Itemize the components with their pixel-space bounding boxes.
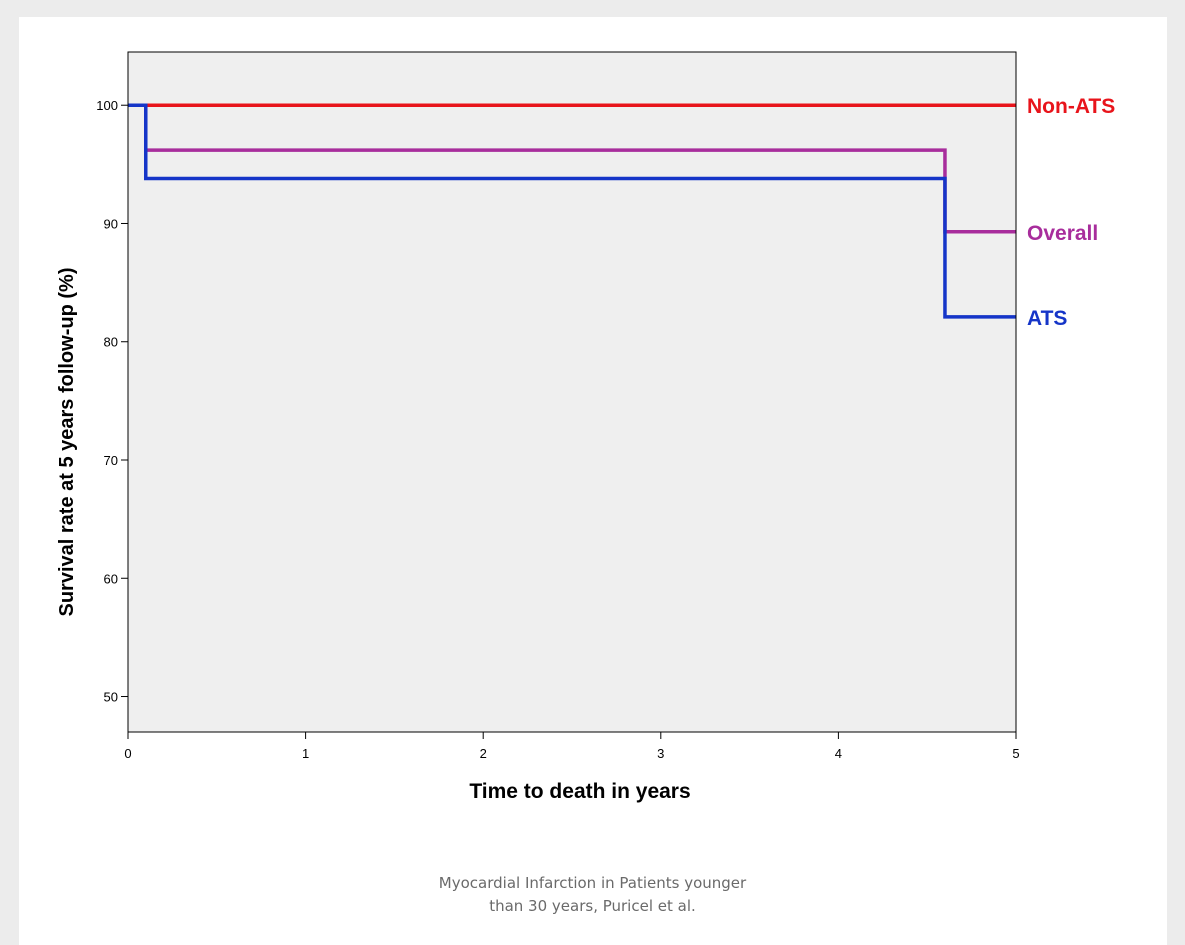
x-axis-title: Time to death in years: [469, 780, 690, 803]
caption-line-2: than 30 years, Puricel et al.: [489, 897, 696, 915]
x-tick-label: 2: [480, 746, 487, 761]
series-label-overall: Overall: [1027, 222, 1098, 245]
series-layer: [128, 103, 1016, 319]
plot-area: [128, 52, 1016, 732]
x-tick-label: 4: [835, 746, 842, 761]
y-tick-label: 100: [96, 98, 118, 113]
y-tick-label: 90: [104, 216, 118, 231]
caption-line-1: Myocardial Infarction in Patients younge…: [438, 874, 747, 892]
y-axis-title: Survival rate at 5 years follow-up (%): [56, 268, 78, 617]
x-tick-label: 5: [1012, 746, 1019, 761]
series-labels: Non-ATS Overall ATS: [1027, 95, 1115, 330]
y-tick-label: 60: [104, 571, 118, 586]
y-tick-label: 80: [104, 335, 118, 350]
figure-caption: Myocardial Infarction in Patients younge…: [0, 872, 1185, 918]
y-axis: 50 60 70 80 90 100: [96, 98, 128, 705]
x-tick-label: 0: [124, 746, 131, 761]
series-line-ats: [128, 103, 1016, 319]
x-tick-label: 3: [657, 746, 664, 761]
x-axis: 0 1 2 3 4 5: [124, 732, 1020, 761]
y-tick-label: 70: [104, 453, 118, 468]
y-tick-label: 50: [104, 690, 118, 705]
plot-frame: [127, 51, 1017, 733]
series-label-ats: ATS: [1027, 307, 1067, 330]
series-label-non-ats: Non-ATS: [1027, 95, 1115, 118]
x-tick-label: 1: [302, 746, 309, 761]
